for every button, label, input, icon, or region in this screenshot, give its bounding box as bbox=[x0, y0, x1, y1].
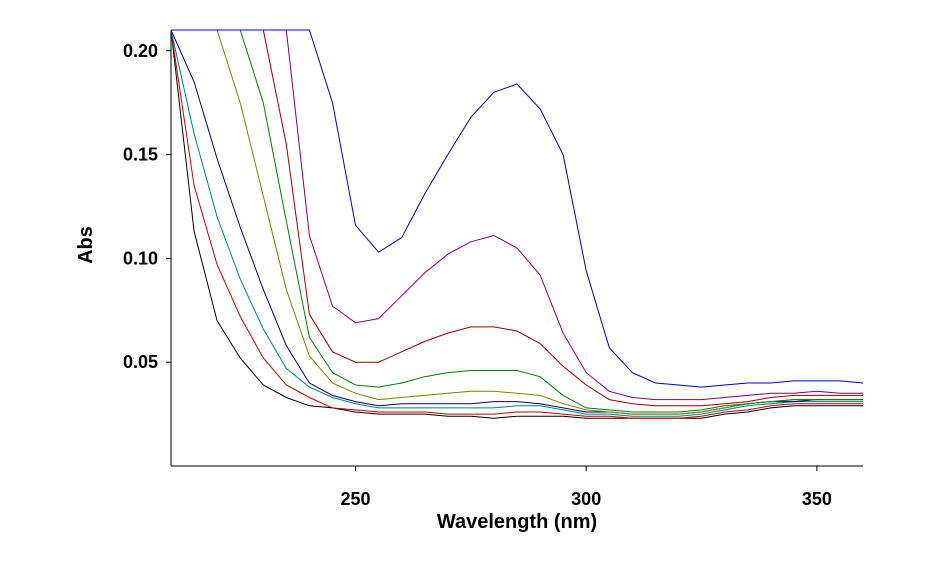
x-axis-title: Wavelength (nm) bbox=[437, 511, 597, 533]
y-tick-label: 0.20 bbox=[123, 41, 158, 61]
series-line-7 bbox=[171, 29, 863, 407]
y-axis-title: Abs bbox=[75, 226, 97, 264]
series-line-1 bbox=[170, 29, 863, 419]
series-line-3 bbox=[170, 29, 863, 417]
x-tick-label: 250 bbox=[341, 489, 371, 509]
series-line-2 bbox=[170, 29, 863, 419]
y-tick-label: 0.10 bbox=[123, 248, 158, 268]
y-axis-ticks: 0.05 0.10 0.15 0.20 bbox=[123, 41, 171, 372]
series-line-9 bbox=[171, 29, 864, 388]
x-tick-label: 350 bbox=[802, 489, 832, 509]
x-tick-label: 300 bbox=[571, 489, 601, 509]
x-axis-ticks: 250 300 350 bbox=[341, 466, 832, 509]
y-tick-label: 0.15 bbox=[123, 145, 158, 165]
y-tick-label: 0.05 bbox=[123, 352, 158, 372]
series-line-6 bbox=[171, 29, 863, 413]
series-group bbox=[170, 29, 864, 419]
